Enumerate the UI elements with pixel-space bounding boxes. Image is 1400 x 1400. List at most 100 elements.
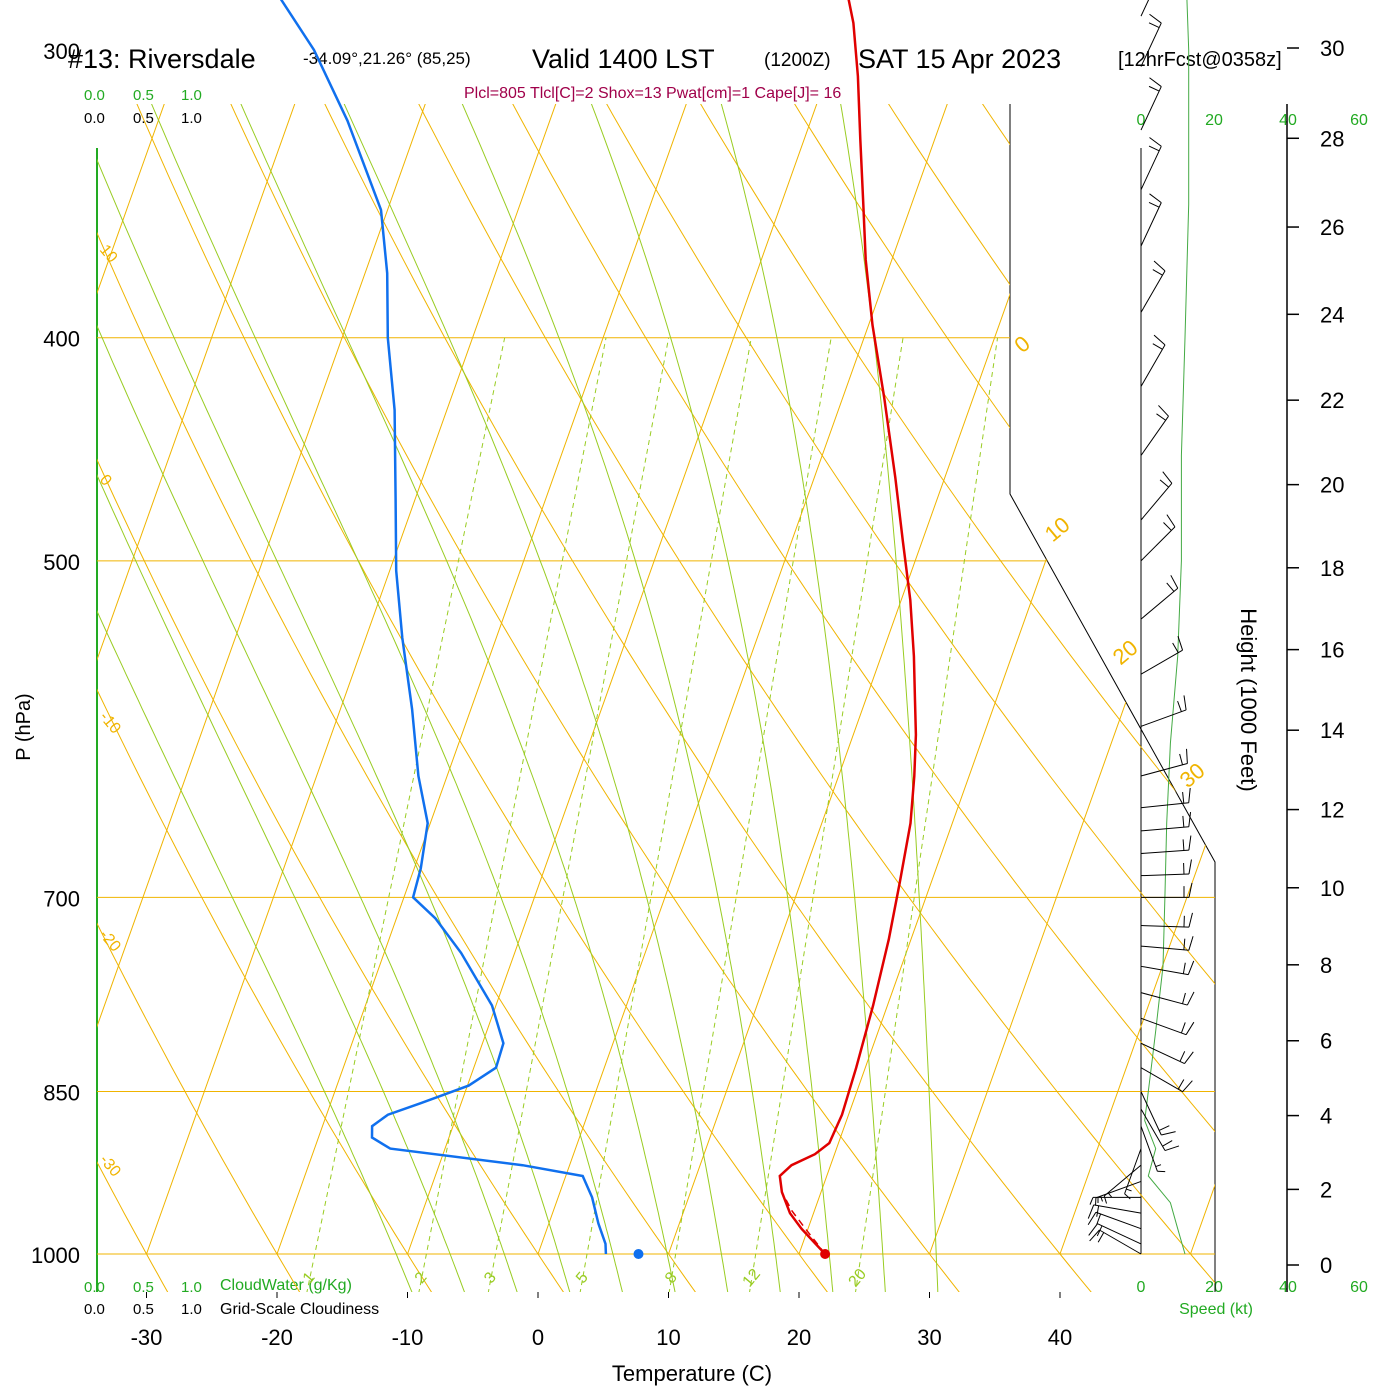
height-tick-label: 20: [1320, 473, 1344, 498]
speed-axis-label: Speed (kt): [1179, 1301, 1253, 1318]
x-tick-label: -10: [392, 1325, 424, 1350]
wind-barb-flag: [1186, 991, 1195, 1006]
speed-axis-bottom: 0 20 40 60 Speed (kt): [1137, 1279, 1368, 1318]
dry-adiabat-line: [0, 0, 41, 1303]
wind-barb-flag: [1087, 1212, 1097, 1226]
wind-barb-flag: [1159, 479, 1169, 488]
dry-adiabat-label: 30: [1175, 758, 1210, 793]
moist-adiabat-line: [339, 104, 783, 1292]
dry-adiabat-line: [112, 104, 969, 1292]
wind-barb-flag: [1188, 882, 1193, 898]
x-axis-label: Temperature (C): [612, 1361, 772, 1386]
moist-adiabat-line: [476, 104, 835, 1292]
y-tick-label: 400: [43, 327, 80, 352]
speed-tick-bottom: 40: [1279, 1279, 1297, 1296]
height-tick-label: 0: [1320, 1253, 1332, 1278]
cloudwater-tick-top: 0.5: [133, 87, 154, 104]
dry-adiabat-line: [372, 104, 1215, 1292]
isotherm-line: [0, 0, 2, 1254]
wind-barb-flag: [1158, 1125, 1170, 1131]
mixing-ratio-line: [853, 337, 999, 1292]
stability-indices: Plcl=805 Tlcl[C]=2 Shox=13 Pwat[cm]=1 Ca…: [464, 85, 841, 102]
wind-barb-shaft: [1140, 965, 1189, 976]
speed-tick-bottom: 20: [1205, 1279, 1223, 1296]
isotherm-line: [276, 104, 786, 1255]
mixing-ratio-label: 3: [481, 1269, 500, 1287]
x-tick-label: 10: [656, 1325, 680, 1350]
temperature-line: [778, 0, 918, 1255]
wind-barb-flag: [1185, 1021, 1195, 1035]
wind-barb-shaft: [1099, 1229, 1142, 1255]
y-tick-label: 300: [43, 39, 80, 64]
mixing-ratio-line: [577, 337, 752, 1292]
x-tick-label: 30: [917, 1325, 941, 1350]
wind-barb-flag: [1182, 839, 1185, 851]
wind-barb-flag: [1148, 201, 1160, 208]
wind-barb-flag: [1089, 1197, 1094, 1205]
height-tick-label: 18: [1320, 556, 1344, 581]
wind-barb-shaft: [1140, 22, 1162, 67]
wind-barb-shaft: [1140, 270, 1166, 313]
parcel-line: [781, 1191, 826, 1255]
isotherm-label: -30: [96, 1152, 124, 1181]
height-tick-label: 28: [1320, 126, 1344, 151]
isotherm-line: [97, 104, 264, 1255]
moist-adiabat-line: [97, 104, 626, 1292]
wind-barb-flag: [1186, 748, 1188, 764]
wind-barb-flag: [1096, 1213, 1102, 1225]
x-tick-label: 20: [787, 1325, 811, 1350]
height-tick-label: 2: [1320, 1177, 1332, 1202]
wind-barb-flag: [1148, 85, 1160, 92]
wind-barb-shaft: [1140, 1042, 1185, 1065]
wind-barb-flag: [1088, 1223, 1098, 1236]
speed-tick-top: 0: [1137, 112, 1146, 129]
mixing-ratio-line: [666, 337, 832, 1292]
height-tick-label: 24: [1320, 302, 1344, 327]
cloudwater-scale-bottom: 0.0 0.5 1.0 CloudWater (g/Kg): [84, 1277, 352, 1296]
isotherm-line: [668, 104, 1177, 1255]
sounding-series: [279, 0, 918, 1259]
cloudwater-scale-top: 0.0 0.5 1.0: [84, 87, 202, 104]
speed-tick-top: 20: [1205, 112, 1223, 129]
axes-ticks: -30-20-100102030402503004005007008501000…: [31, 36, 1344, 1350]
height-tick-label: 14: [1320, 718, 1344, 743]
x-tick-label: -20: [261, 1325, 293, 1350]
wind-barb-shaft: [1140, 849, 1189, 855]
wind-barb-flag: [1148, 22, 1160, 29]
y-axis-label: P (hPa): [13, 693, 35, 760]
dry-adiabat-line: [719, 104, 1215, 1292]
station-coords: -34.09°,21.26° (85,25): [303, 49, 471, 68]
isotherm-line: [1321, 0, 1400, 1254]
dry-adiabat-line: [97, 104, 836, 1292]
wind-barb-flag: [1163, 522, 1172, 531]
wind-barb-flag: [1149, 77, 1162, 87]
wind-barb-flag: [1124, 1193, 1131, 1200]
wind-barb-shaft: [1140, 587, 1179, 620]
isotherm-line: [146, 104, 655, 1255]
cloudwater-tick-bottom: 0.5: [133, 1279, 154, 1296]
wind-barb-flag: [1100, 1195, 1103, 1202]
moist-adiabat-line: [97, 104, 469, 1292]
cloudwater-tick-bottom: 1.0: [181, 1279, 202, 1296]
cloudwater-label: CloudWater (g/Kg): [220, 1277, 352, 1294]
wind-barb-flag: [1170, 575, 1179, 589]
cloudwater-tick-top: 0.0: [84, 87, 105, 104]
dry-adiabat-line: [97, 104, 439, 1292]
wind-barb-flag: [1096, 1205, 1100, 1217]
dry-adiabat-line: [97, 104, 572, 1292]
y-tick-label: 700: [43, 886, 80, 911]
wind-barb-flag: [1096, 1225, 1103, 1237]
mixing-ratio-line: [416, 337, 607, 1292]
dry-adiabat-line: [1153, 104, 1215, 1292]
cloudiness-tick-top: 0.0: [84, 110, 105, 127]
isotherm-line: [798, 104, 1215, 1255]
x-tick-label: 40: [1048, 1325, 1072, 1350]
dry-adiabat-line: [459, 104, 1215, 1292]
wind-barb-flag: [1183, 938, 1186, 950]
dry-adiabat-label: 20: [1108, 635, 1143, 670]
dry-adiabat-line: [97, 104, 307, 1292]
valid-time: Valid 1400 LST: [532, 44, 715, 74]
wind-barb-shaft: [1140, 482, 1173, 521]
wind-barb-shaft: [1124, 1148, 1142, 1194]
